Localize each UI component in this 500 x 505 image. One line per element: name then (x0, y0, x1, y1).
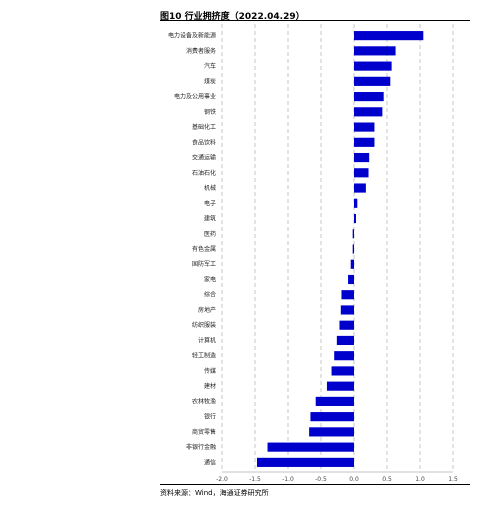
bar-4 (354, 92, 384, 102)
category-label: 家电 (204, 275, 216, 283)
category-label: 电力及公用事业 (174, 93, 216, 101)
category-label: 食品饮料 (192, 138, 216, 146)
category-label: 钢铁 (204, 108, 216, 116)
category-label: 国防军工 (192, 260, 216, 268)
category-label: 房地产 (198, 306, 216, 314)
category-label: 综合 (204, 291, 216, 299)
bar-22 (331, 366, 354, 376)
category-label: 汽车 (204, 62, 216, 70)
bar-12 (354, 213, 356, 224)
bar-23 (326, 381, 354, 391)
bar-24 (315, 396, 354, 406)
footer-divider (160, 484, 470, 485)
category-label: 电力设备及新能源 (168, 32, 216, 40)
bar-10 (354, 183, 366, 193)
bar-7 (354, 137, 375, 147)
bar-15 (350, 259, 354, 269)
chart-title: 图10 行业拥挤度（2022.04.29） (160, 12, 305, 22)
bar-0 (354, 31, 424, 41)
category-label: 电子 (204, 199, 216, 207)
bar-5 (354, 107, 383, 117)
bar-26 (309, 427, 354, 437)
category-label: 基础化工 (192, 123, 216, 131)
x-tick-label: 0.0 (349, 476, 359, 483)
source-note: 资料来源：Wind，海通证券研究所 (160, 489, 269, 497)
category-label: 计算机 (198, 336, 216, 344)
bar-2 (354, 61, 392, 71)
x-tick-label: -0.5 (315, 476, 327, 483)
title-divider (160, 20, 470, 21)
category-label: 轻工制造 (192, 352, 216, 360)
x-tick-label: 1.0 (415, 476, 425, 483)
bar-8 (354, 152, 370, 163)
bar-18 (340, 305, 354, 315)
category-label: 传媒 (204, 367, 216, 375)
bar-16 (348, 274, 354, 285)
category-label: 煤炭 (204, 77, 216, 85)
bar-20 (336, 335, 354, 346)
bar-25 (310, 412, 354, 422)
x-tick-label: -1.5 (249, 476, 261, 483)
category-label: 医药 (204, 230, 216, 238)
category-label: 石油石化 (192, 169, 216, 177)
category-label: 通信 (204, 458, 216, 466)
category-label: 农林牧渔 (192, 397, 216, 405)
bar-6 (354, 122, 375, 132)
bar-9 (354, 168, 369, 178)
category-label: 消费者服务 (186, 47, 216, 55)
category-label: 交通运输 (192, 154, 216, 162)
bar-19 (339, 320, 354, 330)
bar-13 (352, 229, 354, 239)
category-label: 纺织服装 (192, 321, 216, 329)
bar-14 (352, 244, 354, 254)
x-tick-label: 1.5 (448, 476, 458, 483)
category-label: 建筑 (204, 215, 216, 223)
category-label: 建材 (204, 382, 216, 390)
bar-21 (334, 351, 354, 361)
bar-11 (354, 198, 358, 208)
category-label: 商贸零售 (192, 428, 216, 436)
bar-28 (256, 457, 354, 467)
bar-17 (341, 290, 354, 300)
category-label: 非银行金融 (186, 443, 216, 451)
x-tick-label: -2.0 (216, 476, 228, 483)
category-label: 银行 (204, 413, 216, 421)
category-label: 有色金属 (192, 245, 216, 253)
category-label: 机械 (204, 184, 216, 192)
x-tick-label: 0.5 (382, 476, 392, 483)
x-tick-label: -1.0 (282, 476, 294, 483)
bar-3 (354, 76, 391, 86)
chart-title-row: 图10 行业拥挤度（2022.04.29） (160, 4, 470, 22)
bar-1 (354, 46, 396, 56)
bar-27 (267, 442, 354, 452)
